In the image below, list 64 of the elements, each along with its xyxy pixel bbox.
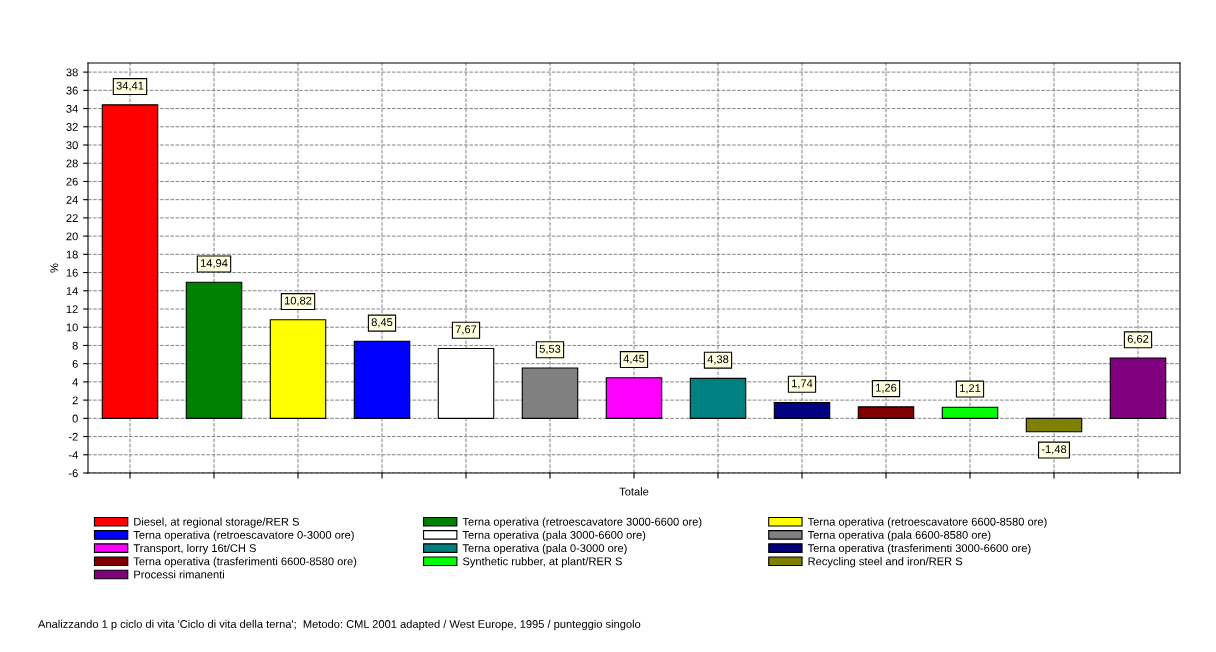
x-tick-label: Totale bbox=[619, 487, 649, 496]
y-tick-label: 10 bbox=[66, 323, 78, 332]
y-tick-label: 4 bbox=[72, 378, 78, 386]
bar bbox=[941, 406, 999, 419]
data-label: 34,41 bbox=[116, 81, 144, 91]
legend-label: Transport, lorry 16t/CH S bbox=[133, 543, 256, 555]
y-tick-label: 32 bbox=[66, 123, 78, 131]
data-label: 5,53 bbox=[539, 344, 561, 355]
data-label: 4,45 bbox=[623, 354, 645, 364]
y-tick-label: 8 bbox=[72, 341, 78, 350]
bar bbox=[1109, 357, 1167, 419]
data-label: 6,62 bbox=[1127, 334, 1149, 345]
bar bbox=[689, 377, 747, 419]
legend-label: Terna operativa (pala 0-3000 ore) bbox=[462, 543, 627, 555]
bar bbox=[857, 406, 915, 419]
legend-label: Processi rimanenti bbox=[134, 570, 224, 579]
data-label: -1,48 bbox=[1041, 445, 1067, 455]
y-tick-label: 26 bbox=[66, 177, 78, 186]
y-tick-label: 36 bbox=[66, 86, 78, 95]
legend-label: Terna operativa (retroescavatore 0-3000 ore) bbox=[133, 530, 354, 542]
y-tick-label: 22 bbox=[66, 214, 78, 222]
bar bbox=[101, 104, 159, 419]
y-tick-label: 0 bbox=[72, 414, 78, 423]
y-tick-label: 28 bbox=[66, 159, 78, 168]
y-tick-label: 24 bbox=[66, 195, 78, 204]
data-label: 10,82 bbox=[284, 296, 312, 306]
legend-label: Terna operativa (pala 3000-6600 ore) bbox=[462, 530, 646, 542]
bar bbox=[185, 281, 243, 419]
y-tick-label: 18 bbox=[66, 250, 78, 259]
bar bbox=[1025, 417, 1083, 433]
y-tick-label: 34 bbox=[66, 104, 78, 113]
y-tick-label: 14 bbox=[66, 287, 78, 295]
y-tick-label: 12 bbox=[66, 305, 78, 314]
y-axis-title: % bbox=[50, 263, 59, 273]
y-tick-label: 30 bbox=[66, 141, 78, 150]
legend-label: Terna operativa (retroescavatore 6600-8580 ore) bbox=[807, 517, 1047, 528]
legend-label: Terna operativa (trasferimenti 6600-8580 ore) bbox=[133, 557, 357, 568]
bar bbox=[437, 347, 495, 419]
y-tick-label: -2 bbox=[68, 432, 78, 441]
y-tick-label: 20 bbox=[66, 232, 78, 241]
data-label: 7,67 bbox=[455, 325, 477, 335]
legend-label: Recycling steel and iron/RER S bbox=[808, 557, 963, 568]
data-label: 4,38 bbox=[707, 355, 729, 365]
bar bbox=[269, 319, 327, 419]
legend-label: Terna operativa (retroescavatore 3000-6600 ore) bbox=[462, 517, 702, 528]
y-tick-label: -4 bbox=[68, 451, 78, 459]
y-tick-label: 2 bbox=[72, 396, 78, 405]
y-tick-label: 16 bbox=[66, 268, 78, 277]
bar bbox=[353, 340, 411, 419]
y-tick-label: 38 bbox=[66, 68, 78, 77]
legend-label: Terna operativa (trasferimenti 3000-6600 ore) bbox=[807, 543, 1031, 555]
legend-label: Synthetic rubber, at plant/RER S bbox=[462, 557, 622, 568]
bar bbox=[773, 401, 831, 419]
data-label: 8,45 bbox=[371, 318, 393, 328]
y-tick-label: 6 bbox=[72, 359, 78, 368]
data-label: 1,26 bbox=[876, 383, 897, 393]
y-tick-label: -6 bbox=[68, 469, 78, 478]
text: Analizzando 1 p ciclo di vita 'Ciclo di vita della terna'; Metodo: CML 2001 adapted / West Europe, 1995 / punteggio singolo bbox=[38, 619, 641, 631]
legend-label: Diesel, at regional storage/RER S bbox=[134, 517, 299, 528]
data-label: 1,21 bbox=[960, 384, 981, 394]
data-label: 14,94 bbox=[200, 259, 228, 269]
bar bbox=[605, 377, 663, 419]
data-label: 1,74 bbox=[792, 379, 813, 389]
legend-label: Terna operativa (pala 6600-8580 ore) bbox=[807, 530, 991, 542]
